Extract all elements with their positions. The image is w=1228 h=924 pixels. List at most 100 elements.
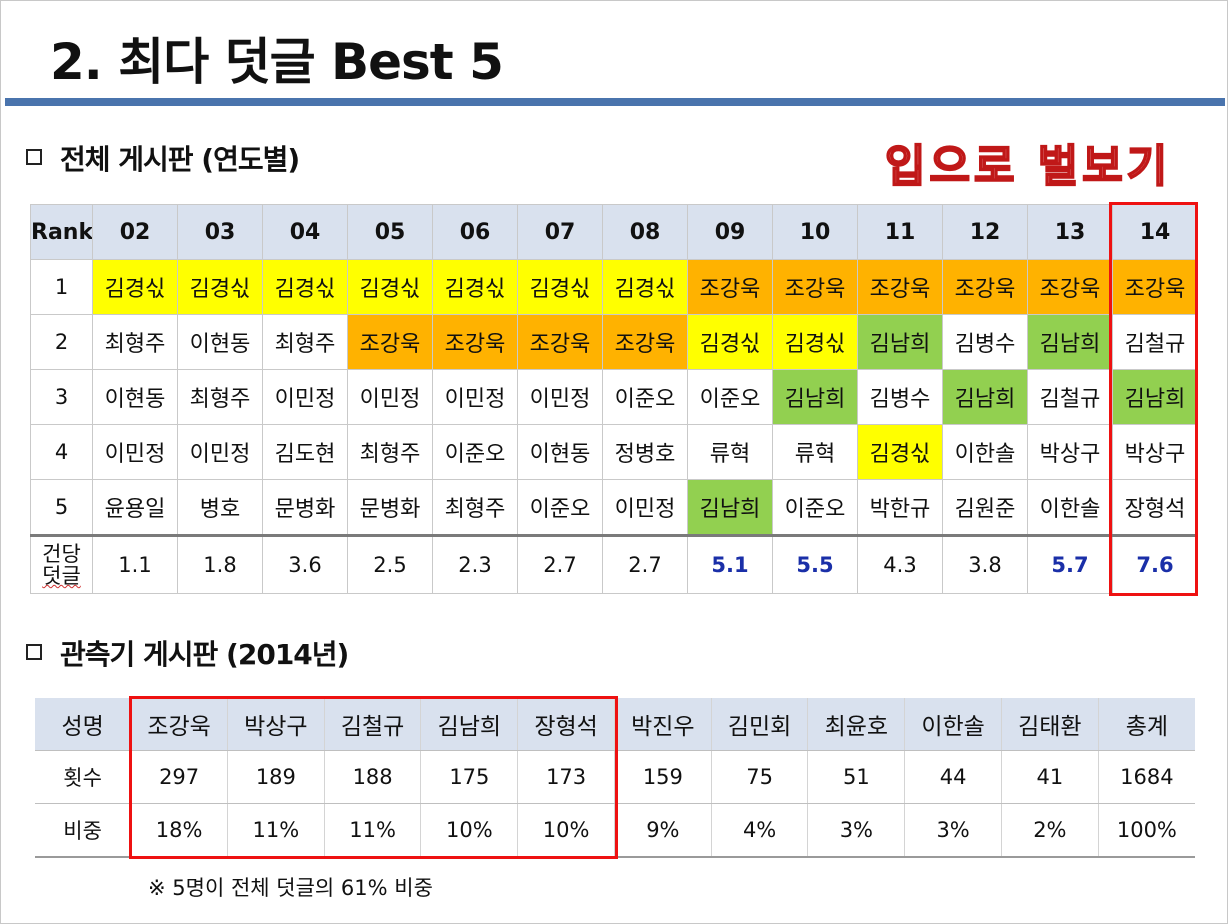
- name-cell: 이준오: [432, 424, 518, 480]
- average-cell: 5.5: [772, 534, 858, 594]
- name-cell: 김남희: [857, 314, 943, 370]
- name-cell: 박상구: [1112, 424, 1198, 480]
- count-cell: 173: [517, 750, 615, 804]
- name-cell: 김남희: [687, 479, 773, 536]
- name-cell: 김경싟: [517, 259, 603, 315]
- name-cell: 최형주: [177, 369, 263, 425]
- ratio-cell: 2%: [1000, 803, 1099, 858]
- name-cell: 김경싟: [602, 259, 688, 315]
- name-cell: 병호: [177, 479, 263, 536]
- name-cell: 김경싟: [177, 259, 263, 315]
- name-cell: 김철규: [1027, 369, 1113, 425]
- name-cell: 조강욱: [432, 314, 518, 370]
- name-cell: 이준오: [772, 479, 858, 536]
- average-label: 건당 덧글: [30, 534, 93, 594]
- name-header: 김민회: [710, 698, 808, 751]
- year-header: 05: [347, 204, 433, 260]
- name-cell: 김경싟: [772, 314, 858, 370]
- ratio-cell: 10%: [517, 803, 615, 858]
- name-cell: 김경싟: [92, 259, 178, 315]
- bullet-square-icon: [26, 644, 42, 660]
- name-cell: 김남희: [942, 369, 1028, 425]
- count-cell: 75: [710, 750, 808, 804]
- rank-cell: 2: [30, 314, 93, 370]
- count-cell: 297: [130, 750, 228, 804]
- name-cell: 김경싟: [857, 424, 943, 480]
- year-header: 09: [687, 204, 773, 260]
- average-label-line1: 건당: [42, 542, 81, 566]
- name-header: 장형석: [517, 698, 615, 751]
- name-cell: 김원준: [942, 479, 1028, 536]
- year-header: 02: [92, 204, 178, 260]
- name-cell: 박한규: [857, 479, 943, 536]
- count-cell: 44: [904, 750, 1002, 804]
- ratio-cell: 9%: [613, 803, 712, 858]
- year-header: 04: [262, 204, 348, 260]
- count-cell: 51: [807, 750, 905, 804]
- name-cell: 정병호: [602, 424, 688, 480]
- year-header: 07: [517, 204, 603, 260]
- name-cell: 문병화: [262, 479, 348, 536]
- name-cell: 조강욱: [772, 259, 858, 315]
- row-label-name: 성명: [35, 698, 131, 751]
- name-cell: 류혁: [772, 424, 858, 480]
- ratio-cell: 100%: [1097, 803, 1195, 858]
- name-cell: 이민정: [347, 369, 433, 425]
- count-cell: 189: [226, 750, 325, 804]
- name-cell: 최형주: [262, 314, 348, 370]
- footnote: ※ 5명이 전체 덧글의 61% 비중: [148, 876, 433, 900]
- name-cell: 박상구: [1027, 424, 1113, 480]
- rank-header: Rank: [30, 204, 93, 260]
- name-cell: 이민정: [262, 369, 348, 425]
- bullet-square-icon: [26, 149, 42, 165]
- name-cell: 장형석: [1112, 479, 1198, 536]
- average-cell: 3.6: [262, 534, 348, 594]
- year-header: 06: [432, 204, 518, 260]
- table-row: 횟수 297 189 188 175 173 159 75 51 44 41 1…: [35, 750, 1195, 804]
- name-cell: 이현동: [177, 314, 263, 370]
- name-cell: 최형주: [92, 314, 178, 370]
- name-header: 박진우: [613, 698, 712, 751]
- year-header: 08: [602, 204, 688, 260]
- name-cell: 이준오: [602, 369, 688, 425]
- section-heading-all-boards: 전체 게시판 (연도별): [26, 138, 300, 178]
- name-cell: 류혁: [687, 424, 773, 480]
- ratio-cell: 4%: [710, 803, 808, 858]
- row-label-count: 횟수: [35, 750, 131, 804]
- name-cell: 조강욱: [602, 314, 688, 370]
- name-cell: 이준오: [517, 479, 603, 536]
- name-cell: 김경싟: [262, 259, 348, 315]
- name-cell: 김도현: [262, 424, 348, 480]
- table-header-row: 성명 조강욱 박상구 김철규 김남희 장형석 박진우 김민회 최윤호 이한솔 김…: [35, 698, 1195, 751]
- name-cell: 이민정: [92, 424, 178, 480]
- ratio-cell: 3%: [904, 803, 1002, 858]
- count-cell: 175: [420, 750, 518, 804]
- name-cell: 조강욱: [687, 259, 773, 315]
- name-cell: 이현동: [92, 369, 178, 425]
- name-cell: 김경싟: [432, 259, 518, 315]
- name-cell: 이민정: [602, 479, 688, 536]
- count-cell: 1684: [1097, 750, 1195, 804]
- name-cell: 김병수: [942, 314, 1028, 370]
- section-heading-text: 관측기 게시판 (2014년): [60, 638, 349, 671]
- wordart-caption: 입으로 벌보기: [884, 140, 1172, 193]
- year-header: 11: [857, 204, 943, 260]
- name-cell: 이민정: [432, 369, 518, 425]
- table-row: 2 최형주 이현동 최형주 조강욱 조강욱 조강욱 조강욱 김경싟 김경싟 김남…: [30, 314, 1198, 370]
- rank-cell: 3: [30, 369, 93, 425]
- count-cell: 159: [613, 750, 712, 804]
- name-header: 총계: [1097, 698, 1195, 751]
- name-cell: 이한솔: [1027, 479, 1113, 536]
- section-heading-observation-board: 관측기 게시판 (2014년): [26, 633, 349, 673]
- name-cell: 김경싟: [687, 314, 773, 370]
- name-cell: 이준오: [687, 369, 773, 425]
- year-header: 03: [177, 204, 263, 260]
- average-cell: 2.7: [602, 534, 688, 594]
- name-cell: 조강욱: [1027, 259, 1113, 315]
- name-cell: 최형주: [347, 424, 433, 480]
- average-cell: 4.3: [857, 534, 943, 594]
- section-heading-text: 전체 게시판 (연도별): [60, 143, 300, 176]
- ratio-cell: 3%: [807, 803, 905, 858]
- count-cell: 41: [1000, 750, 1099, 804]
- table-row: 3 이현동 최형주 이민정 이민정 이민정 이민정 이준오 이준오 김남희 김병…: [30, 369, 1198, 425]
